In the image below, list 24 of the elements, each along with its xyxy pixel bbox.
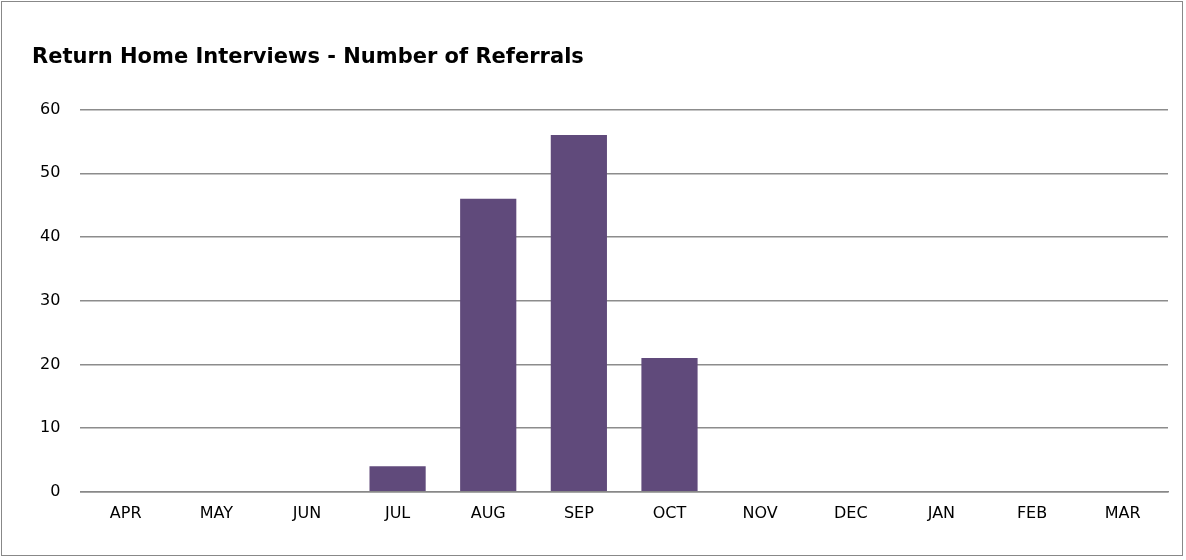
bar: [550, 135, 607, 492]
x-tick-label: SEP: [563, 502, 595, 522]
x-tick-label: JUL: [383, 502, 411, 522]
y-tick-label: 10: [40, 417, 61, 437]
chart-title: Return Home Interviews - Number of Referrals: [32, 44, 584, 68]
x-tick-label: APR: [109, 502, 142, 522]
x-tick-label: MAR: [1104, 502, 1141, 522]
y-tick-label: 60: [40, 98, 61, 118]
bar: [369, 466, 426, 492]
y-tick-label: 30: [40, 289, 61, 309]
x-tick-label: FEB: [1016, 502, 1048, 522]
x-tick-label: NOV: [742, 502, 778, 522]
y-tick-label: 0: [50, 480, 61, 500]
y-tick-label: 50: [40, 162, 61, 182]
bar: [641, 358, 698, 492]
bar: [460, 198, 517, 492]
x-tick-label: JUN: [291, 502, 322, 522]
x-tick-label: JAN: [926, 502, 956, 522]
x-tick-label: AUG: [470, 502, 506, 522]
x-tick-label: MAY: [199, 502, 234, 522]
y-tick-label: 20: [40, 353, 61, 373]
x-tick-label: OCT: [652, 502, 687, 522]
x-tick-label: DEC: [833, 502, 868, 522]
y-tick-label: 40: [40, 226, 61, 246]
